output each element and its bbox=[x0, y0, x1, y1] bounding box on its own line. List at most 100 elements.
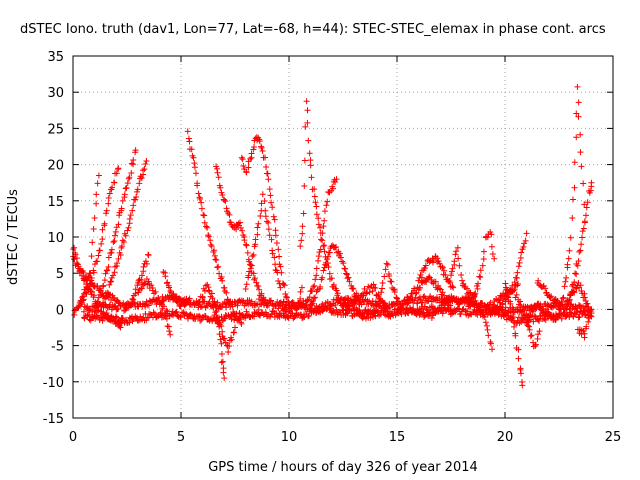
data-point bbox=[245, 164, 252, 171]
data-point bbox=[450, 284, 457, 291]
data-point bbox=[106, 303, 113, 310]
data-point bbox=[511, 323, 518, 330]
data-point bbox=[128, 302, 135, 309]
data-point bbox=[333, 287, 340, 294]
data-point bbox=[100, 282, 107, 289]
data-point bbox=[133, 188, 140, 195]
data-point bbox=[536, 328, 543, 335]
data-point bbox=[145, 252, 152, 259]
data-point bbox=[121, 191, 128, 198]
data-point bbox=[223, 289, 230, 296]
data-point bbox=[105, 263, 112, 270]
data-point bbox=[451, 258, 458, 265]
data-point bbox=[222, 198, 229, 205]
x-tick-label: 10 bbox=[281, 430, 298, 445]
data-point bbox=[488, 243, 495, 250]
data-point bbox=[152, 288, 159, 295]
data-point bbox=[150, 309, 157, 316]
data-point bbox=[131, 299, 138, 306]
data-point bbox=[526, 326, 533, 333]
data-point bbox=[588, 310, 595, 317]
data-point bbox=[343, 271, 350, 278]
data-point bbox=[93, 191, 100, 198]
data-point bbox=[115, 165, 122, 172]
data-point bbox=[304, 119, 311, 126]
data-point bbox=[122, 185, 129, 192]
data-point bbox=[372, 284, 379, 291]
data-point bbox=[305, 313, 312, 320]
data-point bbox=[381, 300, 388, 307]
data-point bbox=[275, 277, 282, 284]
data-point bbox=[130, 296, 137, 303]
data-point bbox=[221, 288, 228, 295]
data-point bbox=[274, 269, 281, 276]
x-axis: 0 5 10 15 20 25 bbox=[69, 56, 621, 445]
data-point bbox=[477, 274, 484, 281]
data-point bbox=[108, 274, 115, 281]
data-point bbox=[448, 272, 455, 279]
data-point bbox=[436, 285, 443, 292]
data-point bbox=[509, 282, 516, 289]
data-point bbox=[254, 224, 261, 231]
data-point bbox=[279, 303, 286, 310]
data-point bbox=[320, 223, 327, 230]
data-point bbox=[411, 285, 418, 292]
data-point bbox=[333, 176, 340, 183]
data-point bbox=[510, 314, 517, 321]
data-point bbox=[111, 302, 118, 309]
data-point bbox=[184, 128, 191, 135]
data-point bbox=[164, 279, 171, 286]
data-point bbox=[515, 263, 522, 270]
data-point bbox=[302, 123, 309, 130]
data-point bbox=[297, 288, 304, 295]
data-point bbox=[315, 253, 322, 260]
data-point bbox=[96, 247, 103, 254]
data-point bbox=[507, 308, 514, 315]
data-point bbox=[98, 287, 105, 294]
data-point bbox=[103, 210, 110, 217]
data-point bbox=[193, 170, 200, 177]
data-point bbox=[268, 236, 275, 243]
data-point bbox=[356, 307, 363, 314]
data-point bbox=[326, 270, 333, 277]
data-point bbox=[421, 265, 428, 272]
data-point bbox=[565, 255, 572, 262]
data-point bbox=[516, 304, 523, 311]
data-point bbox=[248, 150, 255, 157]
data-point bbox=[328, 275, 335, 282]
data-point bbox=[573, 110, 580, 117]
data-point bbox=[265, 226, 272, 233]
data-point bbox=[149, 287, 156, 294]
y-tick-label: 5 bbox=[56, 267, 64, 282]
data-point bbox=[94, 298, 101, 305]
x-tick-label: 20 bbox=[497, 430, 514, 445]
y-tick-label: -10 bbox=[43, 376, 64, 391]
data-point bbox=[88, 253, 95, 260]
data-point bbox=[95, 252, 102, 259]
data-point bbox=[304, 107, 311, 114]
data-point bbox=[439, 264, 446, 271]
data-point bbox=[103, 267, 110, 274]
data-point bbox=[214, 299, 221, 306]
data-point bbox=[115, 299, 122, 306]
data-point bbox=[215, 314, 222, 321]
data-point bbox=[299, 223, 306, 230]
data-point bbox=[330, 281, 337, 288]
data-point bbox=[241, 237, 248, 244]
data-point bbox=[243, 169, 250, 176]
data-point bbox=[300, 300, 307, 307]
data-point bbox=[306, 294, 313, 301]
data-point bbox=[439, 289, 446, 296]
data-point bbox=[91, 292, 98, 299]
data-point bbox=[145, 302, 152, 309]
data-point bbox=[160, 303, 167, 310]
data-point bbox=[586, 315, 593, 322]
data-point bbox=[87, 282, 94, 289]
data-point bbox=[312, 294, 319, 301]
data-point bbox=[201, 219, 208, 226]
data-point bbox=[527, 333, 534, 340]
data-point bbox=[173, 308, 180, 315]
data-point bbox=[184, 315, 191, 322]
data-point bbox=[324, 198, 331, 205]
data-point bbox=[303, 98, 310, 105]
